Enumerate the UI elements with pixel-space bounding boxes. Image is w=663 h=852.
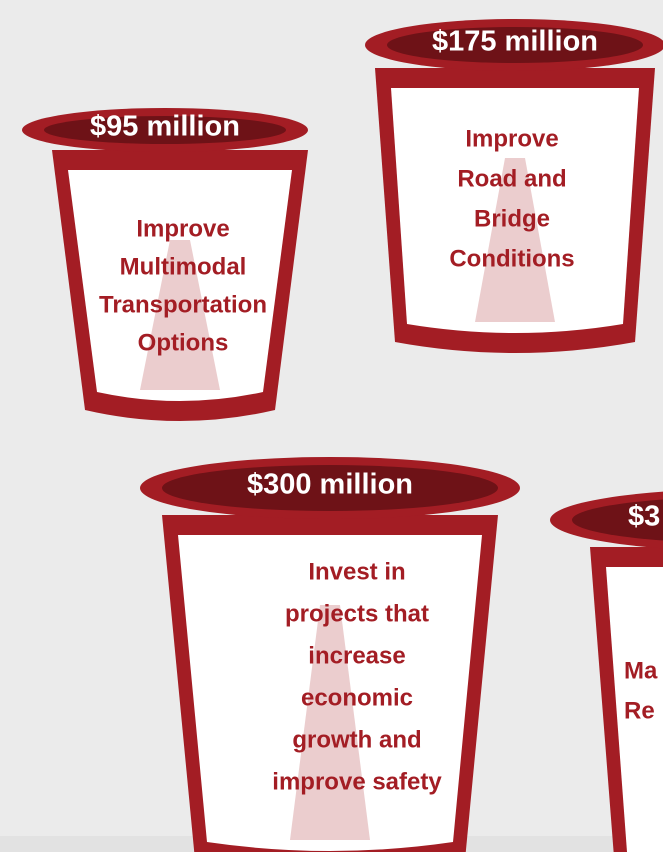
bucket-amount: $300 million [247,469,413,501]
bucket-label-line: Ma [624,657,658,684]
bucket-label-line: improve safety [272,768,442,795]
bucket-label-line: Road and [457,165,566,192]
bucket: $3 Ma Re [550,491,663,852]
bucket-label-line: growth and [292,726,421,753]
bucket: $300 million Invest in projects that increa… [140,457,520,852]
bucket-rim-inner [162,465,498,511]
bucket-amount: $95 million [90,111,240,143]
bucket-label-line: Transportation [99,291,267,318]
bucket-label-line: Improve [136,215,229,242]
bucket-label-line: Re [624,697,655,724]
bucket-label-line: economic [301,684,413,711]
bucket-label-line: Conditions [449,245,574,272]
bucket-label-line: Invest in [308,558,405,585]
bucket-label-line: Bridge [474,205,550,232]
bucket-icon [140,240,220,390]
bucket: $175 million Improve Road and Bridge Conditi… [365,19,663,353]
bucket-amount: $3 [628,501,660,533]
bucket-icon [290,605,370,840]
bucket-label-line: Options [138,329,229,356]
bucket-label-line: Improve [465,125,558,152]
bucket-rim-inner [572,499,663,541]
bucket-panel [606,567,663,852]
bucket-label-line: Multimodal [120,253,247,280]
bucket-label-line: projects that [285,600,429,627]
bucket-rim-inner [44,116,286,144]
bucket-icon [475,158,555,322]
bucket-label-line: increase [308,642,405,669]
bucket-amount: $175 million [432,26,598,58]
bucket: $95 million Improve Multimodal Transportati… [22,108,308,421]
bucket-rim-inner [387,27,643,63]
